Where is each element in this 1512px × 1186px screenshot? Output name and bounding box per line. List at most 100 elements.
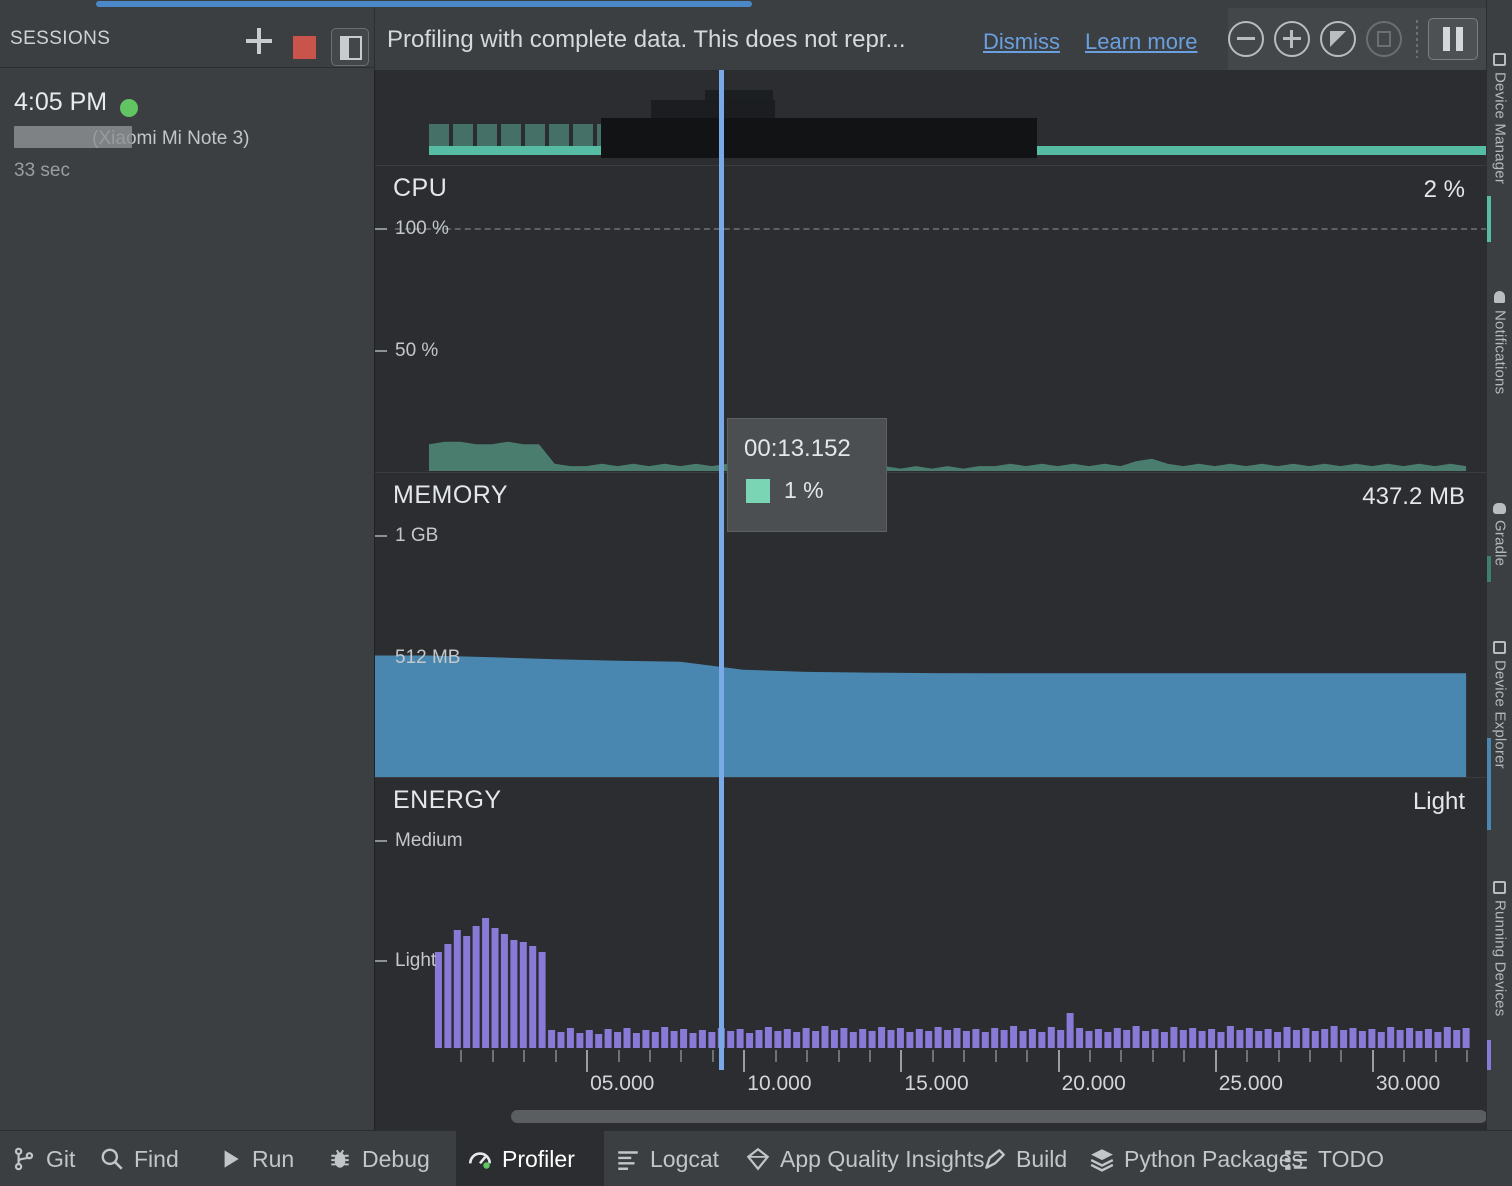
axis-tick-minor: [931, 1050, 934, 1062]
zoom-in-button[interactable]: [1274, 21, 1310, 57]
right-tool-running-devices[interactable]: Running Devices: [1487, 880, 1512, 1016]
play-icon: [217, 1146, 243, 1172]
cpu-ytick-1: 50 %: [395, 340, 439, 361]
list-icon: [1283, 1146, 1309, 1172]
axis-tick-minor: [1466, 1050, 1469, 1062]
time-axis[interactable]: 05.000 10.000 15.000 20.000 25.000 30.000: [375, 1050, 1486, 1102]
axis-tick-major: [1057, 1050, 1060, 1072]
device-manager-icon: [1492, 52, 1508, 68]
bottom-toolbar-label: Debug: [362, 1145, 430, 1172]
dismiss-link[interactable]: Dismiss: [983, 29, 1060, 54]
zoom-to-fit-icon: [1366, 21, 1402, 57]
axis-tick-minor: [1026, 1050, 1029, 1062]
cpu-gridline-100: [395, 228, 1486, 230]
pause-button[interactable]: [1428, 18, 1478, 60]
axis-tick-label: 20.000: [1061, 1072, 1126, 1095]
search-icon: [99, 1146, 125, 1172]
zoom-out-button[interactable]: [1228, 21, 1264, 57]
axis-tick-minor: [774, 1050, 777, 1062]
logcat-icon: [615, 1146, 641, 1172]
bottom-toolbar-item-debug[interactable]: Debug: [316, 1131, 456, 1186]
zoom-out-icon: [1228, 21, 1264, 57]
status-badge: [120, 99, 138, 117]
profiler-icon: [467, 1146, 493, 1172]
right-tool-device-manager[interactable]: Device Manager: [1487, 52, 1512, 184]
axis-tick-minor: [1246, 1050, 1249, 1062]
axis-tick-minor: [491, 1050, 494, 1062]
bottom-toolbar-item-profiler[interactable]: Profiler: [456, 1131, 604, 1186]
bottom-toolbar-label: Git: [46, 1145, 76, 1172]
axis-tick-minor: [1183, 1050, 1186, 1062]
right-tool-notifications[interactable]: Notifications: [1487, 290, 1512, 394]
bottom-toolbar-label: Build: [1016, 1145, 1068, 1172]
stop-recording-button[interactable]: [293, 36, 316, 59]
axis-tick-minor: [1434, 1050, 1437, 1062]
scrollbar-thumb[interactable]: [511, 1110, 1486, 1123]
right-tool-label: Running Devices: [1491, 900, 1509, 1017]
playhead-cursor[interactable]: [719, 70, 724, 1070]
axis-tick-major: [1371, 1050, 1374, 1072]
bottom-toolbar-item-python-packages[interactable]: Python Packages: [1078, 1131, 1303, 1186]
learn-more-link[interactable]: Learn more: [1085, 29, 1198, 54]
bottom-toolbar-item-app-quality-insights[interactable]: App Quality Insights: [734, 1131, 985, 1186]
energy-ytick-0: Medium: [395, 830, 463, 851]
strip-marker-teal-2: [1487, 556, 1491, 582]
profiler-timeline: reActivity CPU 2 % 100 % 50 % 00:13.152 …: [374, 70, 1486, 1130]
energy-section[interactable]: ENERGY Light Medium Light: [375, 778, 1486, 1050]
axis-tick-minor: [994, 1050, 997, 1062]
bottom-toolbar-item-todo[interactable]: TODO: [1272, 1131, 1398, 1186]
axis-tick-minor: [680, 1050, 683, 1062]
right-tool-label: Notifications: [1491, 310, 1509, 395]
strip-marker-blue: [1487, 738, 1491, 830]
hammer-icon: [981, 1146, 1007, 1172]
axis-tick-minor: [837, 1050, 840, 1062]
elephant-icon: [1492, 500, 1508, 516]
axis-tick-major: [1214, 1050, 1217, 1072]
sessions-panel: SESSIONS 4:05 PM pkgname(Xiaomi Mi Note …: [0, 8, 374, 1130]
axis-tick-label: 05.000: [590, 1072, 655, 1095]
axis-tick-major: [743, 1050, 746, 1072]
axis-tick-minor: [1151, 1050, 1154, 1062]
bottom-toolbar-item-logcat[interactable]: Logcat: [604, 1131, 734, 1186]
axis-tick-minor: [711, 1050, 714, 1062]
list-item[interactable]: 4:05 PM pkgname(Xiaomi Mi Note 3) 33 sec: [0, 82, 374, 181]
indexing-progress-bar: [0, 0, 1512, 8]
toggle-split-view-button[interactable]: [331, 28, 369, 66]
right-tool-gradle[interactable]: Gradle: [1487, 500, 1512, 566]
right-tool-device-explorer[interactable]: Device Explorer: [1487, 640, 1512, 769]
strip-marker-purple: [1487, 1040, 1491, 1070]
bottom-toolbar-label: App Quality Insights: [780, 1145, 985, 1172]
redacted-app-name: [14, 126, 132, 148]
cpu-current-value: 2 %: [1423, 176, 1465, 203]
zoom-to-fit-button[interactable]: [1366, 21, 1402, 57]
right-tool-label: Gradle: [1491, 520, 1509, 567]
cpu-ytick-0: 100 %: [395, 218, 449, 239]
occluder: [601, 118, 1037, 158]
memory-section[interactable]: MEMORY 437.2 MB 1 GB 512 MB: [375, 473, 1486, 778]
reset-zoom-button[interactable]: [1320, 21, 1356, 57]
bottom-toolbar-item-find[interactable]: Find: [88, 1131, 206, 1186]
energy-ytick-1: Light: [395, 950, 437, 971]
bottom-toolbar-item-build[interactable]: Build: [970, 1131, 1078, 1186]
horizontal-scrollbar[interactable]: [375, 1106, 1486, 1124]
toolbar-divider: [1416, 20, 1418, 58]
axis-tick-minor: [1403, 1050, 1406, 1062]
axis-tick-major: [586, 1050, 589, 1072]
pause-icon: [1443, 27, 1450, 51]
bottom-toolbar-item-git[interactable]: Git: [0, 1131, 88, 1186]
memory-current-value: 437.2 MB: [1362, 483, 1465, 510]
cpu-section[interactable]: CPU 2 % 100 % 50 % 00:13.152 1 %: [375, 166, 1486, 532]
right-tool-label: Device Explorer: [1491, 660, 1509, 769]
axis-tick-major: [900, 1050, 903, 1072]
bottom-toolbar-item-run[interactable]: Run: [206, 1131, 316, 1186]
axis-tick-minor: [1277, 1050, 1280, 1062]
split-view-icon: [340, 36, 362, 60]
memory-ytick-0: 1 GB: [395, 525, 439, 546]
timeline-toolbar: [1228, 8, 1486, 70]
cpu-tooltip: 00:13.152 1 %: [727, 418, 887, 532]
tooltip-swatch: [746, 479, 770, 503]
add-session-button[interactable]: [246, 28, 272, 54]
axis-tick-minor: [617, 1050, 620, 1062]
bottom-toolbar: Git Find Run Debug Profiler Logcat App Quality…: [0, 1130, 1512, 1186]
event-timeline-row[interactable]: reActivity: [375, 70, 1486, 166]
